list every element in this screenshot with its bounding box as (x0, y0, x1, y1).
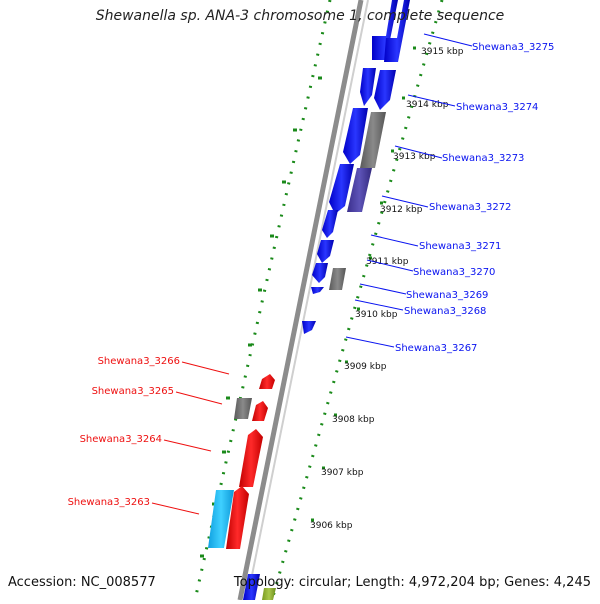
gray-feature-3270[interactable] (329, 268, 346, 290)
cyan-feature-3263[interactable] (208, 490, 234, 548)
other-features (234, 112, 386, 419)
right-gene-labels: Shewana3_3275 Shewana3_3274 Shewana3_327… (395, 42, 554, 354)
ruler-label: 3915 kbp (421, 47, 464, 57)
gene-shape-3270[interactable] (312, 263, 328, 283)
gene-shape-3274[interactable] (374, 70, 396, 110)
gene-label-3266[interactable]: Shewana3_3266 (98, 356, 180, 367)
gene-shape-3265[interactable] (252, 401, 268, 421)
ruler-label: 3912 kbp (380, 205, 423, 215)
gene-label-3264[interactable]: Shewana3_3264 (80, 434, 162, 445)
gene-label-3265[interactable]: Shewana3_3265 (92, 386, 174, 397)
gene-shape-3275b[interactable] (384, 0, 410, 62)
right-leader-lines (345, 33, 473, 348)
gene-shape-3273[interactable] (343, 108, 368, 164)
ruler-label: 3906 kbp (310, 521, 353, 531)
gene-label-3271[interactable]: Shewana3_3271 (419, 241, 501, 252)
ruler-label: 3908 kbp (332, 415, 375, 425)
topology-label: Topology: circular; Length: 4,972,204 bp… (233, 575, 591, 590)
gray-feature-3273[interactable] (360, 112, 386, 168)
gene-shape-3264[interactable] (239, 429, 263, 487)
gene-label-3267[interactable]: Shewana3_3267 (395, 343, 477, 354)
ruler-label: 3914 kbp (406, 100, 449, 110)
gene-label-3270[interactable]: Shewana3_3270 (413, 267, 495, 278)
gene-shape-3263[interactable] (226, 486, 249, 549)
left-gene-labels: Shewana3_3266 Shewana3_3265 Shewana3_326… (68, 356, 180, 508)
gene-label-3263[interactable]: Shewana3_3263 (68, 497, 150, 508)
left-leader-lines (151, 361, 230, 515)
purple-feature-3272[interactable] (347, 168, 372, 212)
gene-shape-3269[interactable] (311, 287, 324, 294)
gene-shape-3267[interactable] (302, 321, 316, 334)
gene-label-3268[interactable]: Shewana3_3268 (404, 306, 486, 317)
gene-shape-3274a[interactable] (360, 68, 376, 106)
gene-label-3274[interactable]: Shewana3_3274 (456, 102, 538, 113)
chromosome-backbone-highlight (246, 0, 369, 601)
map-title: Shewanella sp. ANA-3 chromosome 1, compl… (95, 8, 505, 24)
ruler-label: 3910 kbp (355, 310, 398, 320)
gene-shape-3271[interactable] (317, 240, 334, 263)
gene-shape-3271a[interactable] (322, 210, 338, 238)
ruler-label: 3909 kbp (344, 362, 387, 372)
accession-label: Accession: NC_008577 (8, 575, 156, 590)
gene-label-3273[interactable]: Shewana3_3273 (442, 153, 524, 164)
tick-marks (200, 46, 416, 558)
gene-shape-3266[interactable] (259, 374, 275, 389)
reverse-genes (208, 374, 275, 549)
forward-genes (243, 0, 410, 600)
ruler-label: 3907 kbp (321, 468, 364, 478)
chromosome-backbone (237, 0, 364, 601)
ruler-label: 3913 kbp (393, 152, 436, 162)
gray-feature-3265[interactable] (234, 398, 252, 419)
ruler-label: 3911 kbp (366, 257, 409, 267)
gene-shape-3272[interactable] (329, 164, 354, 214)
gene-shape-bottom-blue[interactable] (243, 574, 260, 600)
gene-shape-3275[interactable] (372, 0, 398, 60)
gene-label-3269[interactable]: Shewana3_3269 (406, 290, 488, 301)
gene-shape-bottom-olive[interactable] (262, 588, 276, 600)
gene-label-3272[interactable]: Shewana3_3272 (429, 202, 511, 213)
ruler-labels: 3915 kbp 3914 kbp 3913 kbp 3912 kbp 3911… (310, 47, 464, 531)
gene-label-3275[interactable]: Shewana3_3275 (472, 42, 554, 53)
